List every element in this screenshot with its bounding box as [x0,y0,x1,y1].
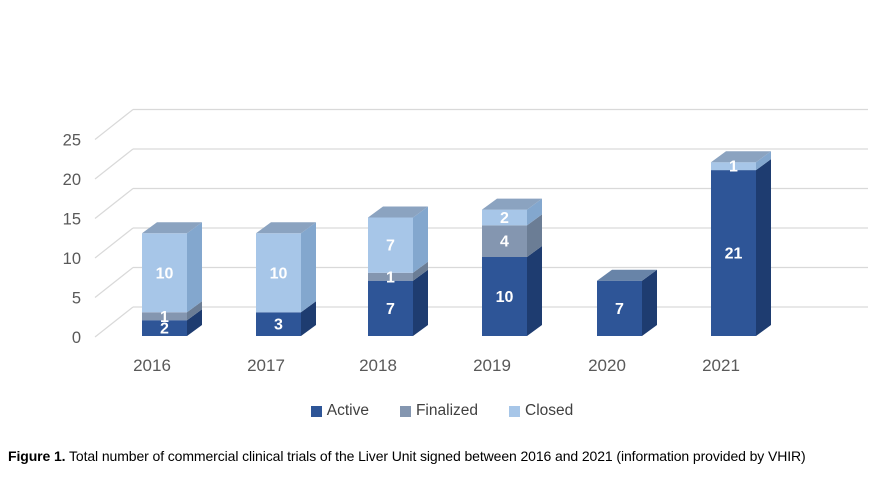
y-tick-label: 25 [63,132,81,150]
bar-value-label: 10 [270,265,288,282]
bar-value-label: 2 [160,321,169,338]
bar-segment-front [711,170,756,336]
gridline-stub [94,188,134,219]
bar-value-label: 7 [386,301,395,318]
bar-value-label: 10 [156,265,174,282]
active-legend-label: Active [326,402,369,419]
bar-segment-front [482,225,527,257]
bar-value-label: 3 [274,317,283,334]
bar-value-label: 21 [725,246,743,263]
bar-value-label: 2 [500,210,509,227]
bar-top-face [368,206,428,218]
bar-top-face [256,222,316,234]
y-tick-label: 15 [63,211,81,229]
bar-top-face [142,222,202,234]
bar-value-label: 7 [386,238,395,255]
y-tick-label: 20 [63,171,81,189]
bar-segment-side [413,206,428,273]
bar-segment-side [527,198,542,226]
bar-value-label: 7 [615,301,624,318]
x-category-label: 2019 [473,356,511,375]
closed-legend-swatch [509,405,520,417]
gridline-stub [94,306,134,338]
bar-segment-side [527,246,542,336]
legend-item-closed: Closed [509,402,573,420]
closed-legend-label: Closed [525,402,574,419]
bar-value-label: 1 [386,269,395,286]
x-category-label: 2018 [359,356,397,375]
bar-segment-side [413,269,428,336]
y-tick-label: 0 [72,329,81,347]
gridline-stub [94,148,134,180]
bar-segment-side [187,301,202,321]
bar-segment-side [527,214,542,257]
bar-value-label: 1 [160,309,169,326]
bar-segment-front [597,280,642,336]
finalized-legend-swatch [399,405,411,417]
legend-item-finalized: Finalized [399,402,478,420]
bar-segment-side [187,222,202,313]
bar-segment-front [256,312,301,336]
bar-segment-front [368,280,413,336]
gridline-stub [94,109,134,140]
bar-segment-front [142,320,187,336]
bar-segment-front [368,217,413,273]
bar-segment-front [256,233,301,313]
y-tick-label: 10 [63,250,81,268]
bar-top-face [711,151,771,163]
bar-segment-front [482,209,527,226]
x-category-label: 2020 [588,356,626,375]
figure-caption: Figure 1. Total number of commercial cli… [8,448,878,464]
legend-item-active: Active [310,402,369,420]
bar-segment-side [756,159,771,336]
bar-segment-side [301,301,316,336]
active-legend-swatch [310,405,322,417]
bar-segment-front [482,257,527,336]
bar-segment-side [642,269,657,336]
bar-top-face [482,198,542,210]
gridline-stub [94,267,134,298]
figure-caption-text: Total number of commercial clinical tria… [65,448,806,464]
bar-segment-front [142,233,187,313]
bar-segment-front [142,312,187,321]
bar-segment-side [301,222,316,313]
bar-value-label: 10 [496,289,514,306]
x-category-label: 2021 [702,356,740,375]
bar-segment-side [756,151,771,171]
bar-segment-side [413,261,428,281]
gridline-stub [94,227,134,259]
bar-value-label: 4 [500,234,509,251]
x-category-label: 2017 [247,356,285,375]
y-tick-label: 5 [72,290,81,308]
bar-segment-side [187,309,202,336]
bar-segment-front [368,272,413,281]
stacked-bar-chart: 0510152025211020163102017717201810422019… [63,108,868,375]
x-category-label: 2016 [133,356,171,375]
figure-caption-label: Figure 1. [8,448,66,464]
chart-legend: Active Finalized Closed [0,401,884,421]
bar-value-label: 1 [729,159,738,176]
bar-segment-front [711,162,756,171]
finalized-legend-label: Finalized [415,402,478,419]
bar-top-face [597,269,657,281]
